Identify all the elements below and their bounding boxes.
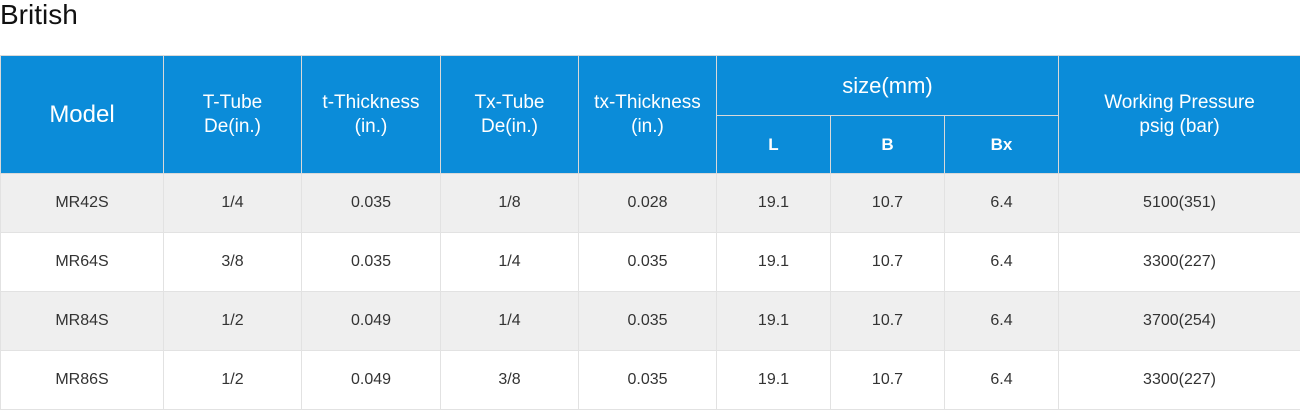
header-line: t-Thickness <box>322 91 420 113</box>
table-cell: 1/4 <box>163 173 302 233</box>
header-line: De(in.) <box>203 115 261 137</box>
table-cell: 6.4 <box>943 350 1060 410</box>
header-line: (in.) <box>354 115 388 137</box>
table-header: Model T-Tube De(in.) t-Thickness (in.) Tx-… <box>0 55 1300 174</box>
table-cell: 6.4 <box>943 291 1060 351</box>
header-line: T-Tube <box>202 91 263 113</box>
table-cell: 3700(254) <box>1058 291 1300 351</box>
table-row: MR64S 3/8 0.035 1/4 0.035 19.1 10.7 6.4 3300(227… <box>0 232 1300 292</box>
table-cell: 0.035 <box>578 232 717 292</box>
table-cell: MR42S <box>0 173 164 233</box>
header-row: Model T-Tube De(in.) t-Thickness (in.) Tx-… <box>0 55 1300 174</box>
header-cell: B <box>830 115 945 174</box>
table-cell: 1/2 <box>163 291 302 351</box>
table-cell: 0.035 <box>301 173 441 233</box>
table-cell: 3300(227) <box>1058 350 1300 410</box>
table-cell: 0.035 <box>578 350 717 410</box>
table-cell: 19.1 <box>716 350 831 410</box>
page-title: British <box>0 0 78 30</box>
table-row: MR42S 1/4 0.035 1/8 0.028 19.1 10.7 6.4 5100(351… <box>0 173 1300 233</box>
table-cell: 1/2 <box>163 350 302 410</box>
header-cell: Tx-Tube De(in.) <box>440 55 579 174</box>
table-cell: 6.4 <box>943 232 1060 292</box>
header-line: Working Pressure <box>1104 91 1255 113</box>
table-body: MR42S 1/4 0.035 1/8 0.028 19.1 10.7 6.4 5100(351… <box>0 173 1300 410</box>
table-cell: 10.7 <box>830 173 945 233</box>
header-cell: tx-Thickness (in.) <box>578 55 717 174</box>
table-cell: 3/8 <box>163 232 302 292</box>
table-cell: 3300(227) <box>1058 232 1300 292</box>
header-row: L B Bx <box>1 115 1300 174</box>
table-cell: 5100(351) <box>1058 173 1300 233</box>
table-cell: 19.1 <box>716 291 831 351</box>
table-cell: 10.7 <box>830 232 945 292</box>
header-cell: Working Pressure psig (bar) <box>1058 55 1300 174</box>
table-cell: 0.028 <box>578 173 717 233</box>
header-line: Tx-Tube <box>474 91 545 113</box>
header-line: De(in.) <box>480 115 538 137</box>
spec-table: Model T-Tube De(in.) t-Thickness (in.) Tx-… <box>0 55 1300 410</box>
table-cell: 1/4 <box>440 232 579 292</box>
table-cell: 0.049 <box>301 291 441 351</box>
table-cell: 0.035 <box>578 291 717 351</box>
header-cell: T-Tube De(in.) <box>163 55 302 174</box>
header-cell: t-Thickness (in.) <box>301 55 441 174</box>
header-cell: size(mm) <box>715 55 1060 116</box>
table-cell: 19.1 <box>716 232 831 292</box>
table-cell: 1/8 <box>440 173 579 233</box>
table-cell: 1/4 <box>440 291 579 351</box>
table-cell: 10.7 <box>830 291 945 351</box>
table-cell: MR64S <box>0 232 164 292</box>
table-cell: 3/8 <box>440 350 579 410</box>
header-cell: Model <box>0 55 164 174</box>
table-cell: 19.1 <box>716 173 831 233</box>
header-cell: Bx <box>943 115 1060 174</box>
table-row: MR84S 1/2 0.049 1/4 0.035 19.1 10.7 6.4 3700(254… <box>0 291 1300 351</box>
table-cell: MR84S <box>0 291 164 351</box>
table-row: MR86S 1/2 0.049 3/8 0.035 19.1 10.7 6.4 3300(227… <box>0 350 1300 410</box>
header-cell: L <box>716 115 831 174</box>
table-cell: 0.049 <box>301 350 441 410</box>
table-cell: 10.7 <box>830 350 945 410</box>
table-cell: MR86S <box>0 350 164 410</box>
header-line: (in.) <box>631 115 664 137</box>
header-line: psig (bar) <box>1139 115 1220 137</box>
table-cell: 6.4 <box>943 173 1060 233</box>
header-line: tx-Thickness <box>594 91 701 113</box>
table-cell: 0.035 <box>301 232 441 292</box>
